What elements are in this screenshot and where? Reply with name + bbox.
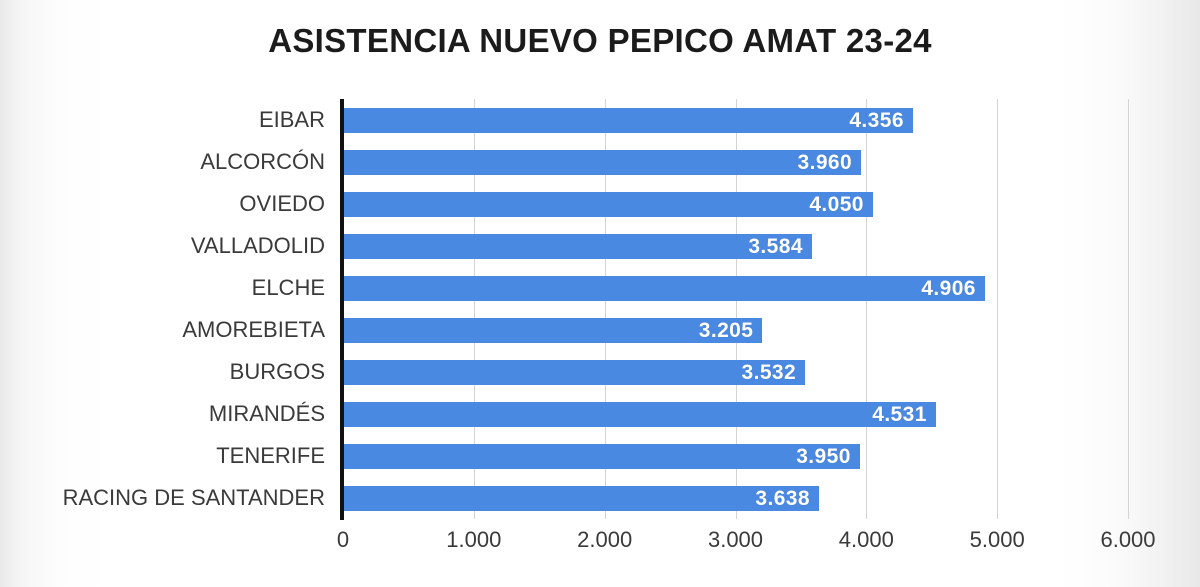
axis-tick-label: 5.000 (969, 527, 1025, 552)
bar[interactable]: 3.960 (343, 150, 862, 175)
category-label: ALCORCÓN (200, 149, 325, 174)
bar-row: 3.960 (343, 141, 1128, 183)
bar-row: 4.906 (343, 267, 1128, 309)
bar[interactable]: 3.950 (343, 444, 860, 469)
category-label: ELCHE (251, 275, 325, 300)
axis-tick-label: 6.000 (1100, 527, 1156, 552)
bar-row: 4.356 (343, 99, 1128, 141)
category-label: TENERIFE (216, 443, 325, 468)
category-label: AMOREBIETA (182, 317, 325, 342)
bar-row: 3.584 (343, 225, 1128, 267)
bar-value-label: 3.950 (796, 444, 851, 468)
category-label: OVIEDO (239, 191, 325, 216)
bar-row: 3.950 (343, 435, 1128, 477)
bar-value-label: 4.906 (921, 276, 976, 300)
bar-row: 3.205 (343, 309, 1128, 351)
category-label: EIBAR (258, 107, 325, 132)
bar-value-label: 3.638 (755, 486, 810, 510)
plot-area: 4.356 3.960 4.050 3.584 4.906 3.205 3.532 4.531… (343, 99, 1129, 519)
axis-tick-label: 3.000 (707, 527, 764, 552)
bar-value-label: 4.356 (849, 108, 904, 132)
axis-tick-label: 1.000 (446, 527, 502, 552)
bar-value-label: 3.205 (698, 318, 754, 342)
category-label: BURGOS (229, 359, 325, 384)
bar[interactable]: 3.205 (343, 318, 763, 343)
bar-row: 3.638 (343, 477, 1128, 519)
category-label: RACING DE SANTANDER (62, 485, 325, 510)
axis-tick-label: 4.000 (838, 527, 894, 552)
gridline (1128, 99, 1129, 519)
bar-series: 4.356 3.960 4.050 3.584 4.906 3.205 3.532 4.531… (343, 99, 1128, 519)
bar-value-label: 4.050 (809, 192, 864, 216)
bar[interactable]: 4.050 (343, 192, 873, 217)
bar-row: 4.531 (343, 393, 1128, 435)
category-label: VALLADOLID (190, 233, 325, 258)
bar-value-label: 4.531 (872, 402, 927, 426)
category-label: MIRANDÉS (208, 401, 325, 426)
bar-value-label: 3.584 (748, 234, 803, 258)
category-axis-labels: EIBAR ALCORCÓN OVIEDO VALLADOLID ELCHE AMOREB… (0, 99, 325, 519)
bar[interactable]: 4.531 (343, 402, 936, 427)
bar-value-label: 3.960 (797, 150, 853, 174)
axis-tick-label: 0 (336, 527, 350, 552)
axis-tick-label: 2.000 (577, 527, 633, 552)
chart-title: ASISTENCIA NUEVO PEPICO AMAT 23-24 (268, 22, 932, 59)
bar-value-label: 3.532 (741, 360, 797, 384)
bar[interactable]: 3.532 (343, 360, 806, 385)
value-axis-labels: 0 1.000 2.000 3.000 4.000 5.000 6.000 (337, 527, 1156, 567)
bar[interactable]: 4.906 (343, 276, 985, 301)
bar[interactable]: 3.584 (343, 234, 812, 259)
bar[interactable]: 4.356 (343, 108, 913, 133)
value-axis-line (340, 99, 344, 520)
bar-row: 3.532 (343, 351, 1128, 393)
bar[interactable]: 3.638 (343, 486, 819, 511)
bar-row: 4.050 (343, 183, 1128, 225)
